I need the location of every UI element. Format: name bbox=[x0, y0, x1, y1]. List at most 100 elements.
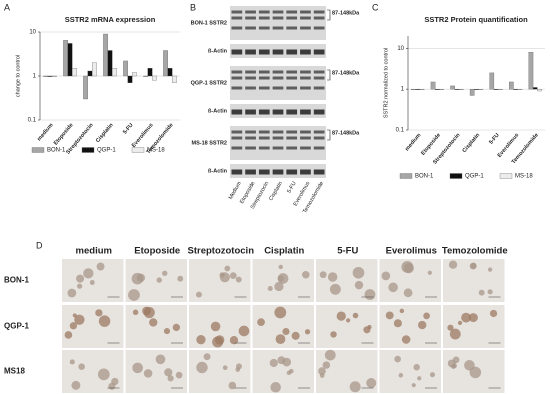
blot-band bbox=[300, 136, 311, 140]
bar bbox=[435, 88, 440, 90]
legend-swatch bbox=[31, 147, 45, 153]
column-header: Temozolomide bbox=[442, 246, 508, 257]
micrograph bbox=[252, 259, 314, 302]
micrograph bbox=[443, 259, 505, 302]
bar bbox=[454, 88, 460, 90]
legend-swatch bbox=[499, 173, 513, 179]
cell-cluster bbox=[411, 383, 416, 388]
blot-band bbox=[313, 136, 325, 140]
y-axis-label: SSTR2 normalized to control bbox=[383, 48, 389, 118]
blot-row-label: ß-Actin bbox=[208, 48, 228, 54]
bar bbox=[430, 81, 436, 90]
blot-band bbox=[245, 136, 256, 140]
cell-cluster bbox=[128, 289, 140, 301]
cell-cluster bbox=[177, 275, 184, 282]
cell-cluster bbox=[291, 331, 300, 340]
cell-cluster bbox=[167, 375, 174, 382]
blot-band bbox=[313, 169, 325, 175]
cell-cluster bbox=[302, 270, 310, 279]
column-header: Everolimus bbox=[386, 246, 437, 257]
bar bbox=[172, 75, 177, 83]
cell-cluster bbox=[228, 381, 237, 390]
cell-cluster bbox=[329, 283, 341, 295]
blot-band bbox=[313, 49, 325, 55]
cell-cluster bbox=[89, 280, 95, 285]
micrograph bbox=[316, 305, 378, 348]
legend-swatch bbox=[449, 173, 463, 179]
cell-cluster bbox=[270, 381, 281, 393]
blot-band bbox=[231, 86, 243, 90]
cell-cluster bbox=[398, 373, 404, 378]
blot-band bbox=[272, 10, 284, 14]
bar bbox=[87, 70, 93, 77]
blot-row-label: ß-Actin bbox=[208, 168, 228, 174]
bar bbox=[474, 88, 479, 90]
cell-cluster bbox=[97, 368, 110, 381]
blot-band bbox=[272, 49, 284, 55]
marker-bracket bbox=[327, 69, 331, 81]
bar bbox=[415, 88, 421, 90]
y-tick-label: 0.1 bbox=[28, 118, 37, 124]
blot-band bbox=[272, 16, 284, 20]
micrograph bbox=[379, 305, 441, 348]
cell-cluster bbox=[269, 358, 278, 368]
cell-cluster bbox=[429, 372, 436, 378]
marker-label: 87-148kDa bbox=[332, 70, 360, 76]
bar bbox=[450, 85, 455, 90]
cell-cluster bbox=[399, 308, 405, 314]
cell-cluster bbox=[196, 335, 206, 345]
bar bbox=[43, 75, 48, 77]
blot-band bbox=[300, 26, 311, 30]
cell-cluster bbox=[447, 324, 454, 331]
marker-bracket bbox=[327, 9, 331, 21]
cell-cluster bbox=[195, 291, 202, 298]
micrograph bbox=[443, 305, 505, 348]
bar bbox=[143, 75, 148, 77]
cell-cluster bbox=[83, 268, 94, 279]
cell-cluster bbox=[67, 288, 77, 298]
bar bbox=[489, 72, 495, 90]
blot-band bbox=[245, 130, 256, 134]
blot-band bbox=[272, 146, 284, 150]
cell-cluster bbox=[318, 367, 326, 375]
micrograph bbox=[379, 350, 441, 393]
bar bbox=[517, 88, 523, 90]
micrograph bbox=[443, 350, 505, 393]
bar bbox=[532, 87, 538, 90]
cell-cluster bbox=[136, 273, 146, 283]
column-header: Etoposide bbox=[134, 246, 180, 257]
cell-cluster bbox=[229, 336, 239, 345]
row-label: QGP-1 bbox=[4, 322, 29, 331]
bar bbox=[152, 75, 157, 81]
micrograph-bg bbox=[252, 350, 314, 393]
cell-cluster bbox=[452, 363, 457, 369]
blot-row-label: QGP-1 SSTR2 bbox=[191, 80, 227, 86]
cell-cluster bbox=[282, 327, 290, 336]
cell-cluster bbox=[352, 312, 359, 319]
cell-cluster bbox=[448, 260, 458, 269]
cell-cluster bbox=[330, 331, 337, 338]
cell-cluster bbox=[162, 270, 168, 276]
cell-cluster bbox=[164, 368, 173, 377]
cell-cluster bbox=[468, 313, 478, 323]
blot-strip bbox=[230, 44, 326, 58]
bar bbox=[67, 43, 73, 77]
x-tick-label: Cisplatin bbox=[462, 132, 482, 154]
blot-band bbox=[286, 146, 298, 150]
micrograph bbox=[62, 350, 124, 393]
legend-swatch bbox=[399, 173, 413, 179]
blot-band bbox=[245, 86, 256, 90]
cell-cluster bbox=[155, 354, 166, 365]
cell-cluster bbox=[278, 264, 283, 270]
cell-cluster bbox=[238, 325, 250, 337]
blot-band bbox=[258, 169, 270, 175]
blot-band bbox=[231, 109, 243, 115]
cell-cluster bbox=[282, 357, 292, 367]
cell-cluster bbox=[274, 281, 284, 292]
cell-cluster bbox=[96, 262, 105, 271]
blot-band bbox=[258, 146, 270, 150]
y-tick-label: 1 bbox=[401, 87, 405, 93]
cell-cluster bbox=[77, 283, 83, 289]
blot-band bbox=[231, 146, 243, 150]
